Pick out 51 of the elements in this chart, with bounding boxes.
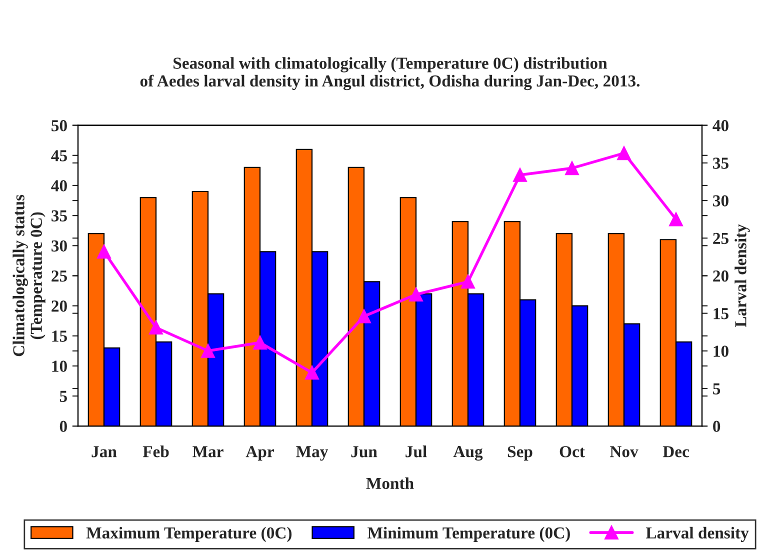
y-tick-label: 0 [60, 420, 67, 432]
point [617, 146, 631, 160]
y-tick-label: 25 [52, 270, 67, 282]
point [669, 212, 683, 226]
point [409, 288, 423, 302]
legend-label: Maximum Temperature (0C) [86, 526, 292, 542]
y2-tick-label: 5 [713, 383, 720, 394]
point [513, 168, 527, 182]
x-tick-label: Mar [192, 446, 224, 458]
point [149, 320, 163, 335]
x-axis-title: Month [366, 477, 414, 490]
x-tick-label: Jan [92, 446, 117, 458]
y-tick-label: 10 [52, 360, 67, 372]
x-tick-label: Aug [453, 446, 483, 461]
x-tick-label: Sep [508, 446, 532, 461]
x-tick-label: Jul [406, 446, 427, 458]
point [565, 161, 579, 176]
y2-tick-label: 25 [713, 232, 728, 244]
y2-tick-label: 30 [713, 195, 728, 206]
y-tick-label: 5 [60, 390, 67, 402]
y-tick-label: 30 [52, 240, 67, 252]
y2-axis-title: Larval density [734, 224, 750, 328]
y-tick-label: 35 [52, 210, 67, 222]
point [201, 344, 215, 358]
point [305, 366, 319, 380]
y-tick-label: 20 [52, 300, 67, 312]
x-tick-label: Apr [246, 446, 274, 461]
y2-tick-label: 20 [713, 270, 728, 282]
point [253, 336, 267, 350]
y-tick-label: 15 [52, 330, 67, 342]
point [357, 309, 371, 324]
x-tick-label: Nov [610, 446, 638, 458]
point [97, 244, 111, 259]
x-tick-label: Dec [662, 446, 689, 458]
y-tick-label: 45 [51, 150, 67, 162]
x-tick-label: Feb [142, 446, 169, 458]
y2-tick-label: 10 [714, 346, 728, 357]
x-tick-label: Oct [560, 446, 585, 458]
x-tick-label: Jun [351, 446, 378, 458]
y-tick-label: 40 [51, 180, 67, 192]
chart-title: Seasonal with climatologically (Temperature 0C) distribution of Aedes larval density in Angul district, Odisha during Jan-Dec, 2013. [140, 57, 640, 90]
y2-tick-label: 15 [714, 308, 728, 320]
y-axis-title: Climatologically status (Temperature 0C) [12, 194, 46, 356]
y-tick-label: 50 [52, 120, 67, 132]
x-tick-label: May [296, 446, 328, 461]
point [461, 274, 475, 289]
legend-label: Larval density [646, 526, 749, 542]
y2-tick-label: 35 [713, 158, 728, 169]
y2-tick-label: 40 [712, 120, 728, 132]
legend-label: Minimum Temperature (0C) [368, 526, 570, 542]
y2-tick-label: 0 [713, 420, 720, 432]
